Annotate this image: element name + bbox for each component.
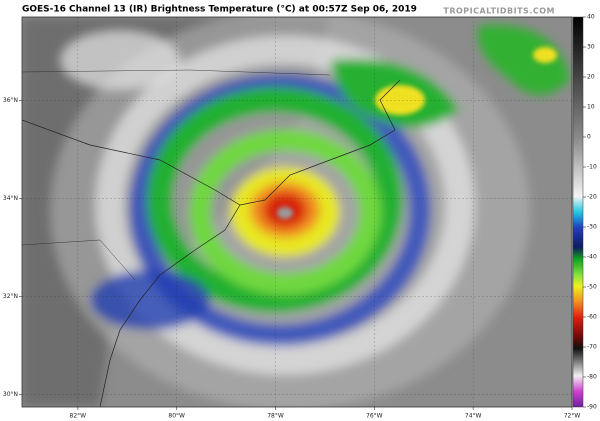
colorbar-tick-label: -90	[587, 404, 597, 411]
watermark: TROPICALTIDBITS.COM	[443, 7, 555, 16]
colorbar-tick-label: 40	[587, 14, 595, 21]
lat-label: 36°N	[3, 97, 18, 104]
lon-label: 78°W	[267, 413, 284, 420]
lon-label: 82°W	[70, 413, 87, 420]
colorbar-tick-label: -10	[587, 164, 597, 171]
colorbar-tick-label: 30	[587, 44, 595, 51]
colorbar-tick-label: -40	[587, 254, 597, 261]
colorbar-tick-label: -80	[587, 374, 597, 381]
satellite-image	[22, 17, 572, 407]
colorbar	[572, 16, 584, 408]
colorbar-tick-label: -30	[587, 224, 597, 231]
colorbar-tick-label: 10	[587, 104, 595, 111]
lat-label: 30°N	[3, 391, 18, 398]
colorbar-tick-label: -20	[587, 194, 597, 201]
lon-label: 76°W	[366, 413, 383, 420]
title: GOES-16 Channel 13 (IR) Brightness Tempe…	[22, 5, 417, 15]
map-frame	[21, 16, 573, 408]
lon-label: 72°W	[564, 413, 581, 420]
lat-label: 34°N	[3, 195, 18, 202]
lon-label: 80°W	[168, 413, 185, 420]
colorbar-tick-label: -50	[587, 284, 597, 291]
colorbar-tick-label: 20	[587, 74, 595, 81]
lon-label: 74°W	[465, 413, 482, 420]
colorbar-tick-label: 0	[587, 134, 591, 141]
colorbar-tick-label: -60	[587, 314, 597, 321]
lat-label: 32°N	[3, 293, 18, 300]
colorbar-tick-label: -70	[587, 344, 597, 351]
